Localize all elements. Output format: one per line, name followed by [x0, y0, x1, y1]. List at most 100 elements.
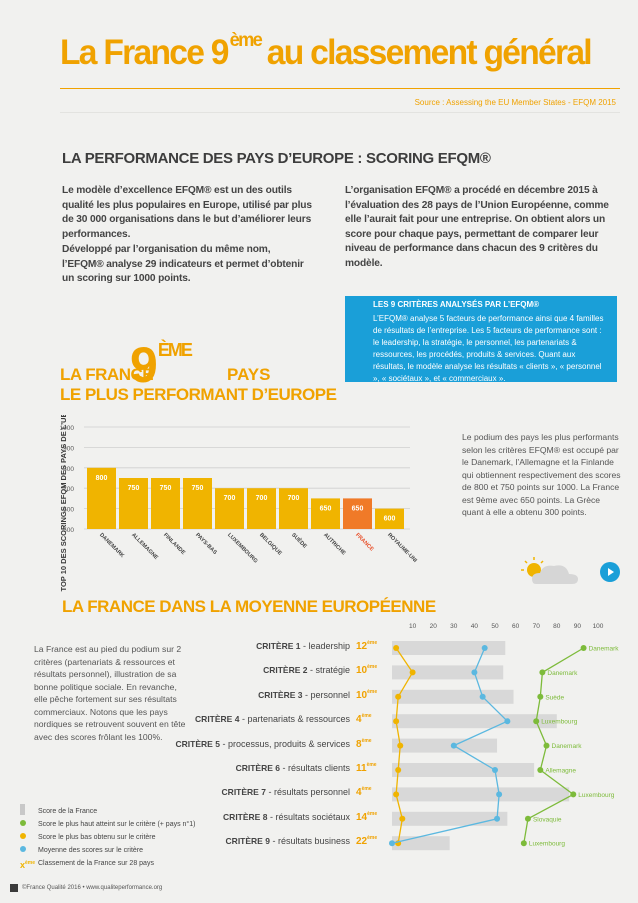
mean-score-line-point: [479, 693, 486, 700]
legend-item-mean: Moyenne des scores sur le critère: [20, 845, 195, 858]
x-tick-label: PAYS-BAS: [194, 532, 218, 556]
criterion-number: CRITÈRE 9: [225, 836, 270, 847]
high-score-line-point: [524, 815, 531, 822]
criterion-number: CRITÈRE 2: [263, 665, 308, 676]
x-tick-label: 80: [553, 623, 561, 630]
x-tick-label: 100: [593, 623, 604, 630]
bar-value-label: 700: [224, 495, 236, 502]
legend-item-high: Score le plus haut atteint sur le critèr…: [20, 819, 195, 832]
section2-text: La France est au pied du podium sur 2 cr…: [34, 644, 186, 742]
divider: [60, 112, 620, 113]
top-country-label: Slovaquie: [533, 816, 562, 823]
criterion-number: CRITÈRE 4: [195, 714, 240, 725]
x-tick-label: SUÈDE: [290, 531, 309, 550]
high-score-line-point: [580, 645, 587, 651]
divider: [60, 88, 620, 89]
x-tick-label: 90: [574, 623, 582, 630]
top-country-label: Luxembourg: [541, 719, 578, 726]
high-score-line-point: [570, 791, 577, 798]
criterion-number: CRITÈRE 3: [258, 689, 303, 700]
criterion-name: personnel: [310, 689, 350, 700]
criterion-number: CRITÈRE 7: [221, 787, 266, 798]
legend-item-rank: xème Classement de la France sur 28 pays: [20, 860, 154, 871]
low-score-line-point: [397, 742, 404, 749]
y-tick-label: 800: [63, 466, 74, 473]
criterion-row: CRITÈRE 6 - résultats clients 11ème: [160, 762, 380, 778]
mean-score-line-point: [492, 767, 498, 773]
bar-value-label: 650: [320, 505, 332, 512]
high-score-line-point: [533, 718, 540, 725]
play-icon: [608, 568, 614, 576]
high-score-line-point: [543, 742, 550, 749]
low-score-line-point: [395, 693, 402, 700]
criteria-chart: Danemark Danemark Suède Luxembourg Danemark A…: [389, 641, 619, 851]
low-score-line-point: [393, 718, 400, 725]
x-tick-label: 20: [430, 623, 438, 630]
logo-icon: [10, 884, 18, 892]
top-country-label: Danemark: [547, 670, 578, 677]
x-tick-label: DANEMARK: [98, 532, 125, 559]
mean-score-line-point: [481, 645, 488, 651]
high-score-line-point: [539, 669, 546, 676]
france-score-bar: [392, 641, 506, 655]
chart1-note: Le podium des pays les plus performants …: [462, 432, 621, 517]
high-score-line-point: [537, 693, 544, 700]
legend: Score de la France Score le plus haut at…: [20, 804, 195, 871]
y-tick-label: 600: [63, 507, 74, 514]
bar-value-label: 750: [192, 485, 204, 492]
criterion-rank: 12ème: [356, 640, 378, 652]
criterion-number: CRITÈRE 6: [235, 763, 280, 773]
bar: [87, 467, 116, 529]
bar: [247, 488, 276, 529]
criterion-number: CRITÈRE 1: [256, 641, 301, 651]
bar: [375, 508, 404, 529]
criterion-label: CRITÈRE 7 - résultats personnel: [221, 787, 350, 798]
criteria-info-box: LES 9 CRITÈRES ANALYSÉS PAR L’EFQM® L’EF…: [345, 296, 617, 383]
france-score-bar: [392, 714, 557, 729]
intro-paragraph-2: Développé par l’organisation du même nom…: [62, 244, 304, 284]
legend-item-france: Score de la France: [20, 804, 195, 819]
bar-value-label: 800: [96, 475, 108, 482]
x-tick-label: FINLANDE: [162, 532, 186, 556]
bar: [343, 498, 372, 529]
rank-line-2: LE PLUS PERFORMANT D’EUROPE: [60, 385, 337, 404]
criterion-number: CRITÈRE 5: [175, 738, 220, 749]
top-country-label: Luxembourg: [578, 792, 615, 799]
x-tick-label: 30: [450, 623, 458, 630]
criterion-label: CRITÈRE 2 - stratégie: [263, 665, 350, 676]
x-tick-label: ROYAUME-UNI: [386, 532, 418, 564]
top-country-label: Luxembourg: [529, 841, 566, 848]
low-score-line-point: [393, 791, 400, 798]
mean-score-line-point: [494, 815, 501, 822]
criterion-row: CRITÈRE 1 - leadership 12ème: [160, 640, 380, 656]
intro-paragraph-1: Le modèle d’excellence EFQM® est un des …: [62, 185, 312, 240]
bar-value-label: 750: [160, 485, 172, 492]
criterion-row: CRITÈRE 4 - partenariats & ressources 4èm…: [160, 713, 380, 729]
france-score-bar: [392, 811, 508, 826]
x-tick-label: 10: [409, 623, 417, 630]
criteria-box-text: L’EFQM® analyse 5 facteurs de performanc…: [373, 314, 604, 383]
france-score-bar: [392, 738, 498, 753]
footer: ©France Qualité 2016 • www.qualiteperfor…: [10, 884, 162, 892]
low-score-line-point: [409, 669, 416, 676]
x-tick-label: LUXEMBOURG: [226, 532, 258, 564]
y-tick-label: 700: [63, 486, 74, 493]
mean-score-line-point: [389, 840, 395, 847]
section-title-performance: LA PERFORMANCE DES PAYS D’EUROPE : SCORI…: [62, 150, 491, 167]
criterion-rank: 22ème: [356, 835, 378, 848]
rank-number: 9 ÈME: [130, 337, 193, 393]
bar-value-label: 600: [384, 516, 396, 523]
y-axis-label: TOP 10 DES SCORINGS EFQM DES PAYS DE L’U…: [59, 415, 68, 591]
bar: [279, 488, 308, 529]
x-tick-label: ALLEMAGNE: [130, 532, 159, 561]
play-button[interactable]: [600, 562, 620, 582]
rank-line-a: LA FRANCE: [60, 365, 154, 384]
x-tick-label: 60: [512, 623, 520, 630]
criterion-rank: 10ème: [356, 664, 378, 677]
criterion-label: CRITÈRE 5 - processus, produits & servic…: [175, 738, 350, 749]
low-score-line-point: [399, 815, 406, 822]
high-score-line-point: [537, 767, 544, 773]
france-score-bar: [392, 689, 514, 704]
criteria-chart-axis: 10 20 30 40 50 60 70 80 90 100: [409, 623, 604, 630]
mean-score-line-point: [471, 669, 478, 676]
